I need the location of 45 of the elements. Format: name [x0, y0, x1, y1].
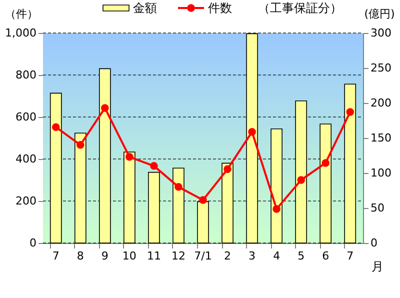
y-tick-label: 1,000 [5, 26, 36, 40]
y2-tick-label: 50 [370, 202, 384, 214]
point [101, 104, 109, 112]
x-tick-label: 10 [122, 250, 136, 262]
point [272, 205, 280, 213]
point [199, 196, 207, 204]
x-tick-label: 6 [322, 250, 330, 262]
x-tick-label: 7 [346, 250, 354, 262]
y-tick-label: 0 [30, 236, 36, 250]
point [346, 108, 354, 116]
y-tick-label: 400 [16, 152, 36, 166]
x-tick-label: 12 [171, 250, 186, 262]
y-tick-label: 800 [16, 68, 36, 82]
y2-tick-label: 100 [370, 166, 392, 180]
x-tick-label: 9 [101, 250, 108, 262]
point [150, 162, 158, 170]
legend-label: 金額 [133, 1, 157, 15]
x-tick-label: 11 [146, 250, 161, 262]
y2-tick-label: 150 [370, 132, 392, 144]
y2-axis-title: (億円) [364, 8, 395, 20]
x-axis-title: 月 [372, 260, 384, 274]
y2-tick-label: 250 [370, 62, 392, 74]
point [224, 165, 232, 173]
legend-title: （工事保証分） [258, 1, 342, 15]
x-tick-label: 3 [248, 250, 256, 262]
x-tick-label: 7/1 [194, 250, 212, 262]
point [126, 153, 134, 161]
point [174, 183, 182, 191]
y2-tick-label: 300 [370, 26, 392, 40]
point [52, 123, 60, 131]
y2-tick-label: 200 [370, 96, 392, 110]
x-tick-label: 5 [298, 250, 305, 262]
y-axis-title: （件） [5, 8, 38, 20]
point [297, 176, 305, 184]
point [76, 141, 84, 149]
x-tick-label: 8 [76, 250, 84, 262]
y-tick-label: 600 [16, 110, 36, 124]
point [322, 159, 330, 167]
x-tick-label: 7 [52, 250, 60, 262]
y2-tick-label: 0 [370, 236, 378, 250]
y-tick-label: 200 [16, 194, 36, 208]
x-tick-label: 4 [273, 250, 280, 262]
point [248, 128, 256, 136]
x-tick-label: 2 [224, 250, 232, 262]
legend-label: 件数 [208, 1, 232, 15]
